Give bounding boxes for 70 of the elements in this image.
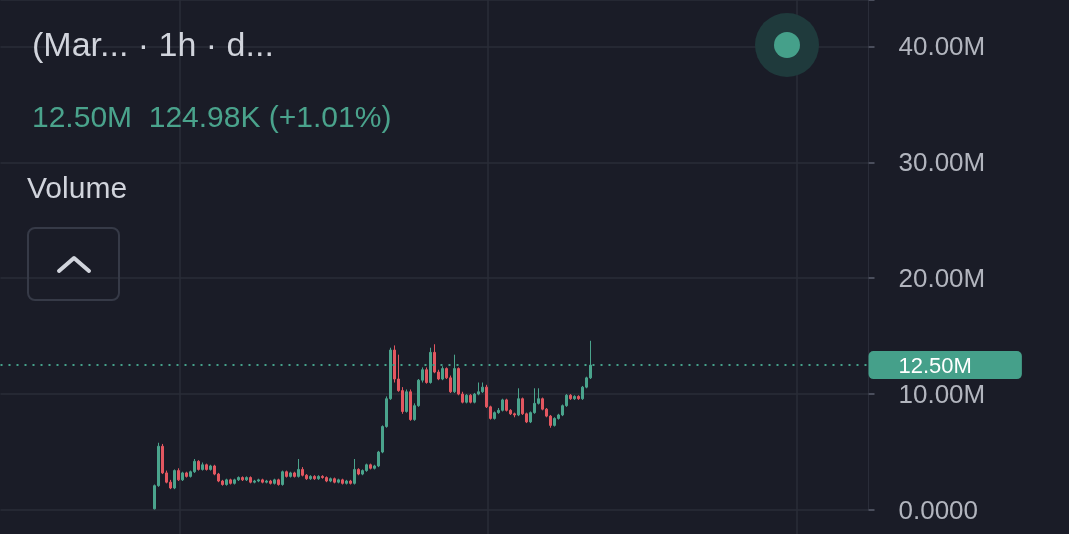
candlestick [337, 478, 340, 484]
text: (Mar... · 1h · d... [32, 25, 274, 63]
text: 12.50M 124.98K (+1.01%) [32, 99, 392, 133]
y-tick-label: 0.0000 [898, 495, 979, 525]
y-tick-label: 30.00M [898, 147, 986, 178]
candlestick [481, 382, 484, 394]
candlestick [245, 475, 248, 482]
candlestick [465, 393, 468, 404]
candlestick [173, 468, 176, 490]
candlestick [517, 387, 520, 417]
candlestick [269, 479, 272, 485]
candlestick [225, 478, 228, 487]
y-tick-label: 40.00M [898, 31, 986, 62]
candlestick [317, 474, 320, 481]
candlestick [185, 471, 188, 479]
candlestick [201, 461, 204, 472]
y-tick-label: 10.00M [898, 379, 986, 410]
ref-line-label: 12.50M [898, 352, 972, 378]
candlestick [285, 470, 288, 479]
candlestick [277, 478, 280, 487]
candlestick [353, 458, 356, 485]
candlestick [361, 468, 364, 476]
candlestick [569, 393, 572, 401]
candlestick [341, 478, 344, 485]
candlestick [453, 354, 456, 394]
candlestick [193, 458, 196, 474]
candlestick [233, 478, 236, 485]
candlestick [229, 478, 232, 485]
candlestick [297, 458, 300, 479]
candlestick [357, 467, 360, 476]
candlestick [181, 471, 184, 482]
candlestick [237, 475, 240, 482]
candlestick [513, 412, 516, 418]
candlestick [249, 475, 252, 484]
candlestick [241, 475, 244, 482]
candlestick [289, 471, 292, 479]
candlestick [365, 463, 368, 473]
candlestick [505, 398, 508, 412]
candlestick [301, 466, 304, 477]
candlestick [349, 479, 352, 485]
candlestick [425, 366, 428, 385]
candlestick [369, 463, 372, 470]
candlestick [205, 463, 208, 472]
candlestick [409, 388, 412, 422]
candlestick [309, 474, 312, 481]
annotation: Volume [27, 170, 128, 204]
candlestick [325, 475, 328, 483]
candlestick [553, 416, 556, 428]
candlestick [197, 459, 200, 472]
candlestick [493, 410, 496, 421]
candlestick [573, 394, 576, 401]
candlestick [501, 398, 504, 412]
candlestick [253, 479, 256, 484]
candlestick [273, 478, 276, 485]
candlestick [345, 479, 348, 485]
candlestick [333, 477, 336, 484]
y-tick-label: 20.00M [898, 263, 986, 294]
candlestick [257, 478, 260, 483]
candlestick [329, 477, 332, 483]
candlestick [265, 479, 268, 484]
candlestick [281, 470, 284, 487]
candlestick [321, 474, 324, 480]
candlestick [469, 393, 472, 404]
candlestick [577, 394, 580, 401]
candlestick [313, 474, 316, 481]
candlestick [405, 388, 408, 414]
candlestick [293, 471, 296, 479]
candlestick [177, 467, 180, 482]
candlestick [209, 464, 212, 472]
candlestick [261, 478, 264, 484]
